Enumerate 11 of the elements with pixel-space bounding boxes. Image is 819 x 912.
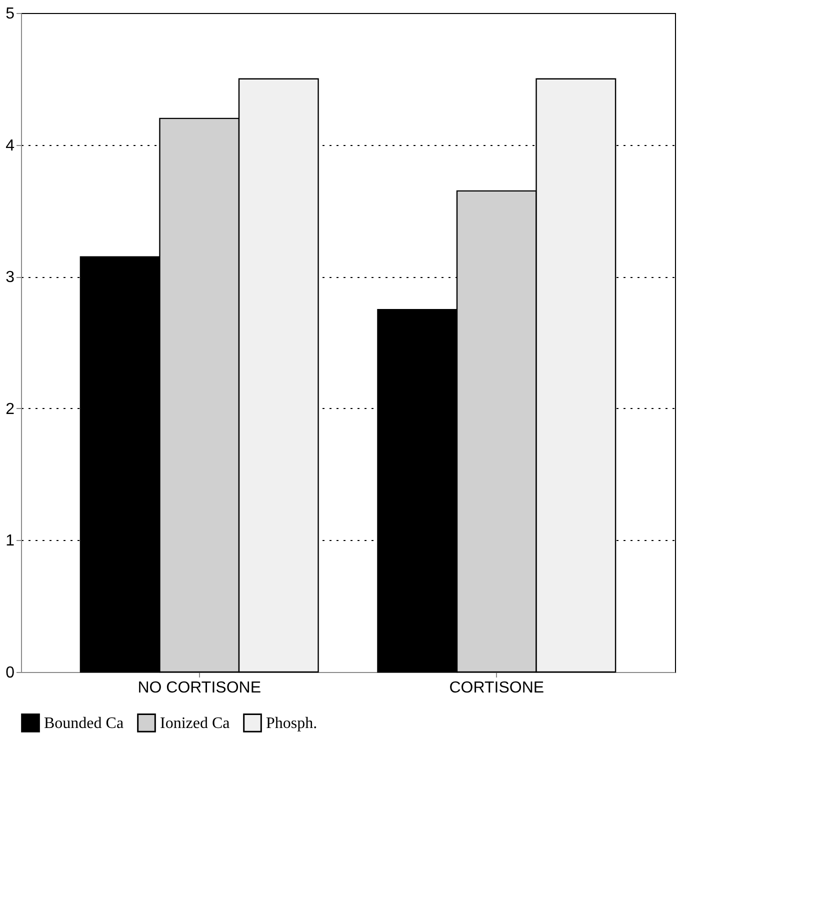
y-tick-label: 0 <box>6 664 15 682</box>
y-tick-label: 2 <box>6 400 15 418</box>
legend-label: Bounded Ca <box>44 714 124 732</box>
y-tick-label: 1 <box>6 532 15 550</box>
y-tick-label: 4 <box>6 137 15 154</box>
legend-label: Phosph. <box>266 714 318 732</box>
x-tick-label: CORTISONE <box>449 680 544 696</box>
x-tick-label: NO CORTISONE <box>138 680 262 696</box>
y-tick-label: 5 <box>6 6 15 22</box>
legend-label: Ionized Ca <box>160 714 230 732</box>
y-tick-label: 3 <box>6 269 15 286</box>
